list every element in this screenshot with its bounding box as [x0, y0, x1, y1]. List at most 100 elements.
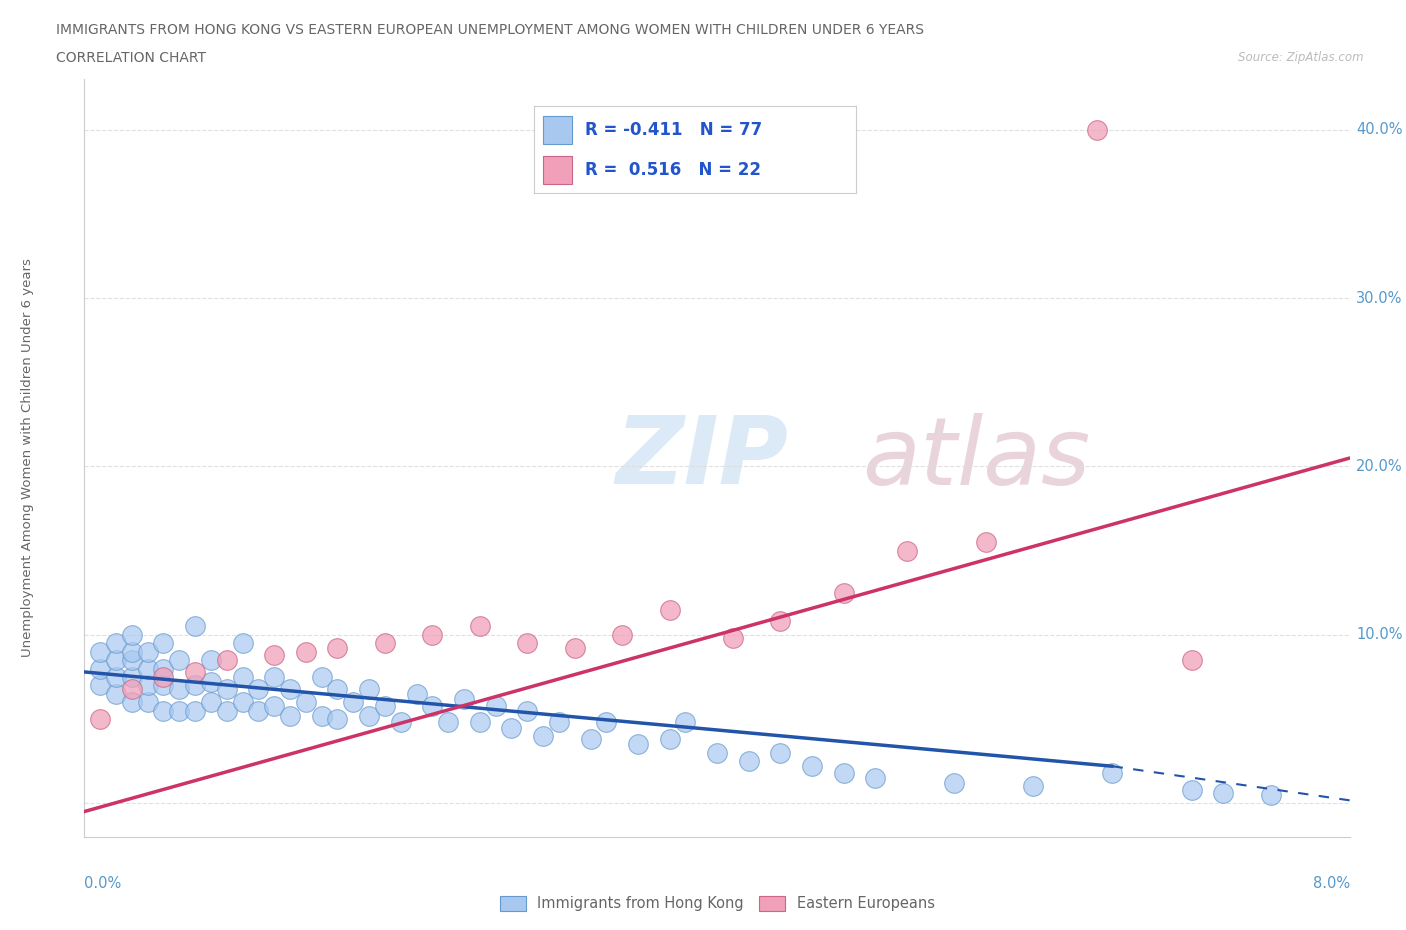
- Point: [1181, 653, 1204, 668]
- Point: [295, 695, 318, 710]
- Point: [184, 678, 207, 693]
- Point: [832, 585, 855, 600]
- Point: [627, 737, 650, 751]
- Point: [215, 682, 238, 697]
- Point: [548, 715, 571, 730]
- Point: [105, 670, 127, 684]
- Point: [326, 711, 349, 726]
- Point: [595, 715, 617, 730]
- Point: [422, 698, 444, 713]
- Point: [437, 715, 460, 730]
- Point: [152, 678, 174, 693]
- Text: 40.0%: 40.0%: [1355, 122, 1403, 137]
- Point: [1212, 786, 1234, 801]
- Point: [1022, 779, 1045, 794]
- Point: [738, 753, 761, 768]
- Legend: Immigrants from Hong Kong, Eastern Europeans: Immigrants from Hong Kong, Eastern Europ…: [494, 890, 941, 917]
- Point: [152, 670, 174, 684]
- Text: Source: ZipAtlas.com: Source: ZipAtlas.com: [1239, 51, 1364, 64]
- Point: [389, 715, 412, 730]
- Point: [184, 665, 207, 680]
- Point: [169, 682, 191, 697]
- Point: [468, 715, 491, 730]
- Point: [121, 644, 143, 659]
- Point: [215, 653, 238, 668]
- Point: [342, 695, 364, 710]
- Point: [1085, 122, 1108, 137]
- Point: [247, 682, 270, 697]
- Point: [1260, 788, 1282, 803]
- Point: [485, 698, 508, 713]
- Point: [326, 641, 349, 656]
- Point: [769, 745, 792, 760]
- Point: [405, 686, 427, 701]
- Point: [468, 619, 491, 634]
- Text: CORRELATION CHART: CORRELATION CHART: [56, 51, 207, 65]
- Point: [89, 711, 111, 726]
- Point: [231, 636, 254, 651]
- Text: ZIP: ZIP: [616, 412, 789, 504]
- Point: [89, 661, 111, 676]
- Point: [311, 670, 333, 684]
- Point: [169, 703, 191, 718]
- Point: [136, 661, 159, 676]
- Point: [326, 682, 349, 697]
- Point: [215, 703, 238, 718]
- Point: [247, 703, 270, 718]
- Point: [121, 682, 143, 697]
- Point: [136, 644, 159, 659]
- Text: 10.0%: 10.0%: [1355, 628, 1403, 643]
- Point: [501, 720, 523, 735]
- Point: [278, 709, 301, 724]
- Point: [152, 661, 174, 676]
- Point: [359, 709, 381, 724]
- Point: [612, 628, 634, 643]
- Point: [263, 670, 285, 684]
- Point: [896, 543, 918, 558]
- Point: [453, 691, 475, 706]
- Point: [658, 603, 681, 618]
- Point: [1181, 782, 1204, 797]
- Point: [136, 678, 159, 693]
- Point: [89, 644, 111, 659]
- Point: [278, 682, 301, 697]
- Point: [105, 686, 127, 701]
- Point: [152, 636, 174, 651]
- Point: [152, 703, 174, 718]
- Point: [374, 636, 396, 651]
- Point: [263, 647, 285, 662]
- Point: [311, 709, 333, 724]
- Text: 20.0%: 20.0%: [1355, 458, 1403, 474]
- Point: [121, 653, 143, 668]
- Point: [184, 703, 207, 718]
- Point: [359, 682, 381, 697]
- Point: [832, 765, 855, 780]
- Point: [121, 670, 143, 684]
- Point: [121, 695, 143, 710]
- Point: [231, 670, 254, 684]
- Point: [1101, 765, 1123, 780]
- Point: [721, 631, 744, 645]
- Point: [184, 619, 207, 634]
- Point: [579, 732, 602, 747]
- Text: Unemployment Among Women with Children Under 6 years: Unemployment Among Women with Children U…: [21, 259, 34, 658]
- Point: [801, 759, 824, 774]
- Text: IMMIGRANTS FROM HONG KONG VS EASTERN EUROPEAN UNEMPLOYMENT AMONG WOMEN WITH CHIL: IMMIGRANTS FROM HONG KONG VS EASTERN EUR…: [56, 23, 924, 37]
- Point: [675, 715, 697, 730]
- Point: [105, 636, 127, 651]
- Point: [169, 653, 191, 668]
- Point: [706, 745, 728, 760]
- Point: [865, 771, 887, 786]
- Point: [769, 614, 792, 629]
- Point: [200, 674, 222, 689]
- Point: [89, 678, 111, 693]
- Point: [295, 644, 318, 659]
- Text: 30.0%: 30.0%: [1355, 290, 1402, 306]
- Point: [200, 653, 222, 668]
- Point: [516, 703, 538, 718]
- Text: atlas: atlas: [863, 413, 1091, 503]
- Point: [943, 776, 966, 790]
- Point: [531, 728, 554, 743]
- Point: [516, 636, 538, 651]
- Point: [263, 698, 285, 713]
